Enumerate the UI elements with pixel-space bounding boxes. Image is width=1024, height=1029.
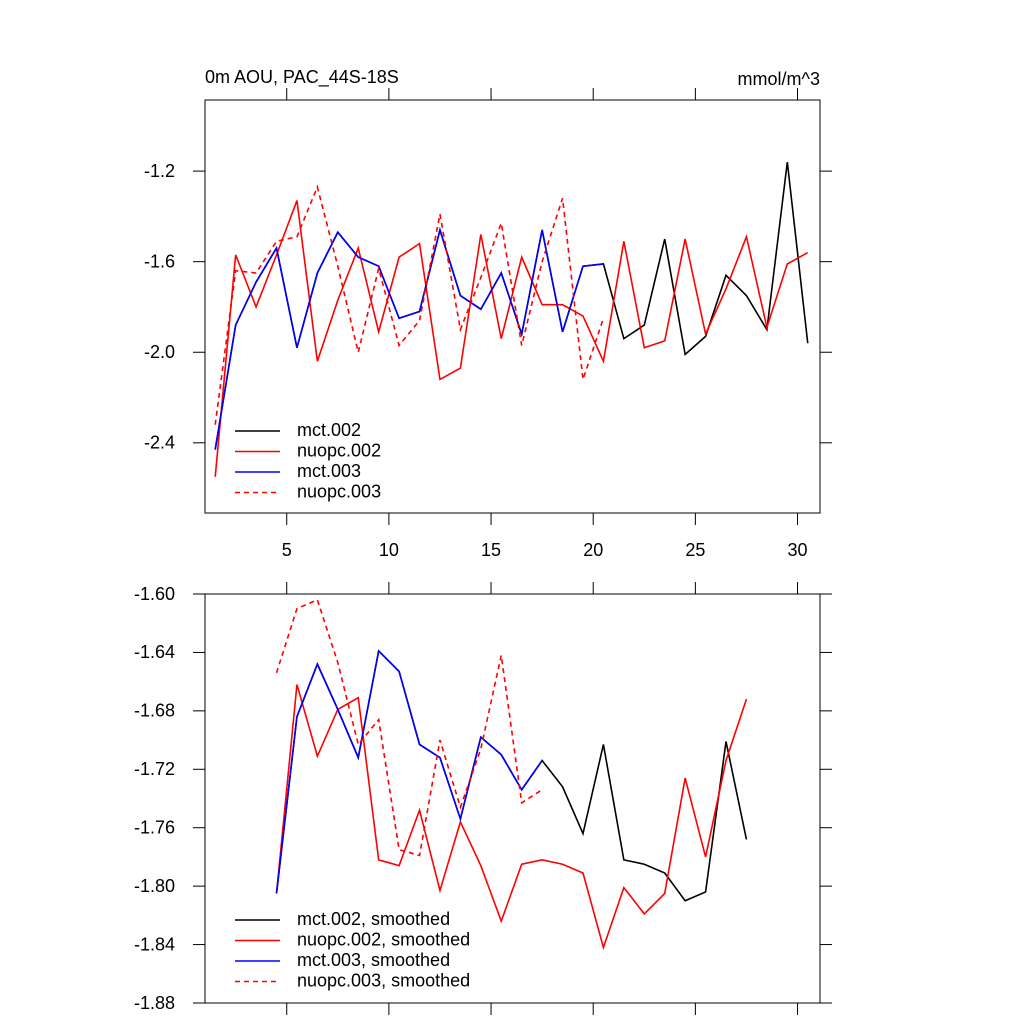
y-tick-label: -1.84 xyxy=(134,934,175,954)
legend-label: nuopc.003, smoothed xyxy=(297,970,470,990)
y-tick-label: -2.4 xyxy=(144,433,175,453)
series-line xyxy=(214,200,809,477)
plot-frame xyxy=(204,99,821,514)
legend-label: nuopc.002, smoothed xyxy=(297,929,470,949)
y-tick-label: -1.88 xyxy=(134,993,175,1013)
y-tick-label: -1.60 xyxy=(134,584,175,604)
y-tick-label: -1.72 xyxy=(134,759,175,779)
x-tick-label: 10 xyxy=(379,540,399,560)
y-tick-label: -1.6 xyxy=(144,251,175,271)
x-tick-label: 20 xyxy=(583,540,603,560)
x-tick-label: 25 xyxy=(685,540,705,560)
x-tick-label: 5 xyxy=(282,540,292,560)
x-tick-label: 15 xyxy=(481,540,501,560)
y-tick-label: -1.2 xyxy=(144,161,175,181)
series-line xyxy=(275,598,543,857)
legend-label: mct.002 xyxy=(297,420,361,440)
series-line xyxy=(214,184,605,425)
legend-label: mct.002, smoothed xyxy=(297,909,450,929)
series-line xyxy=(275,649,748,902)
legend-label: mct.003, smoothed xyxy=(297,950,450,970)
x-tick-label: 30 xyxy=(788,540,808,560)
y-tick-label: -1.64 xyxy=(134,642,175,662)
series-line xyxy=(275,684,748,951)
units-label: mmol/m^3 xyxy=(738,69,820,89)
legend-label: mct.003 xyxy=(297,461,361,481)
y-tick-label: -2.0 xyxy=(144,342,175,362)
chart-title: 0m AOU, PAC_44S-18S xyxy=(205,67,399,88)
series-line xyxy=(214,227,604,450)
y-tick-label: -1.80 xyxy=(134,876,175,896)
series-line xyxy=(275,649,543,894)
y-tick-label: -1.68 xyxy=(134,701,175,721)
y-tick-label: -1.76 xyxy=(134,817,175,837)
legend-label: nuopc.002 xyxy=(297,440,381,460)
plot-frame xyxy=(204,593,821,1004)
legend-label: nuopc.003 xyxy=(297,481,381,501)
